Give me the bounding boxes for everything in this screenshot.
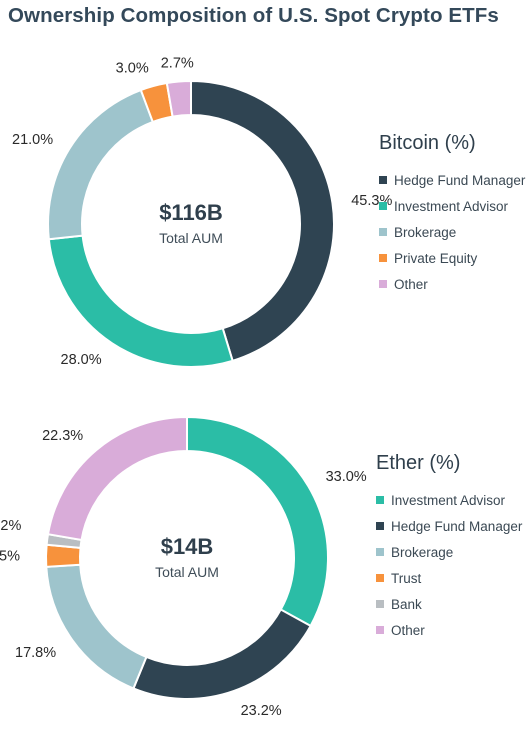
ether-legend-item-hedge-fund-manager: Hedge Fund Manager — [376, 513, 522, 539]
legend-swatch — [376, 574, 384, 582]
bitcoin-legend-item-private-equity: Private Equity — [379, 245, 525, 271]
bitcoin-slice-brokerage — [47, 88, 155, 241]
bitcoin-center-label: Total AUM — [159, 230, 223, 246]
legend-swatch — [376, 626, 384, 634]
legend-swatch — [379, 254, 387, 262]
ether-slice-brokerage — [45, 563, 148, 690]
legend-label: Trust — [391, 570, 422, 586]
chart-title: Ownership Composition of U.S. Spot Crypt… — [8, 4, 499, 27]
legend-swatch — [379, 228, 387, 236]
ether-center-value: $14B — [161, 534, 214, 559]
ether-pct-label-investment-advisor: 33.0% — [326, 469, 367, 485]
legend-label: Brokerage — [394, 224, 457, 240]
ether-legend-item-other: Other — [376, 617, 522, 643]
legend-swatch — [376, 600, 384, 608]
ether-pct-label-trust: 2.5% — [0, 548, 20, 564]
ether-slice-hedge-fund-manager — [132, 608, 312, 700]
ether-slice-investment-advisor — [186, 415, 329, 628]
ether-pct-label-bank: 1.2% — [0, 518, 21, 534]
ether-legend-item-investment-advisor: Investment Advisor — [376, 487, 522, 513]
legend-swatch — [376, 548, 384, 556]
legend-swatch — [376, 496, 384, 504]
legend-label: Other — [394, 276, 428, 292]
bitcoin-slice-hedge-fund-manager — [190, 79, 335, 363]
bitcoin-pct-label-brokerage: 21.0% — [12, 132, 53, 148]
bitcoin-pct-label-private-equity: 3.0% — [116, 61, 149, 77]
ether-legend-item-brokerage: Brokerage — [376, 539, 522, 565]
bitcoin-legend-title: Bitcoin (%) — [379, 132, 476, 154]
bitcoin-pct-label-other: 2.7% — [161, 56, 194, 72]
ether-center-label: Total AUM — [155, 564, 219, 580]
legend-label: Investment Advisor — [391, 492, 506, 508]
legend-label: Bank — [391, 596, 422, 612]
ether-pct-label-hedge-fund-manager: 23.2% — [241, 703, 282, 719]
bitcoin-slice-other — [165, 79, 192, 118]
ether-slice-other — [46, 415, 188, 542]
ether-pct-label-other: 22.3% — [42, 428, 83, 444]
bitcoin-legend-item-brokerage: Brokerage — [379, 219, 525, 245]
bitcoin-legend-item-other: Other — [379, 271, 525, 297]
bitcoin-pct-label-investment-advisor: 28.0% — [61, 352, 102, 368]
bitcoin-center-value: $116B — [159, 200, 223, 225]
legend-label: Other — [391, 622, 425, 638]
bitcoin-legend-item-investment-advisor: Investment Advisor — [379, 193, 525, 219]
ether-pct-label-brokerage: 17.8% — [15, 645, 56, 661]
bitcoin-legend-item-hedge-fund-manager: Hedge Fund Manager — [379, 167, 525, 193]
ether-legend: Ether (%) Investment Advisor Hedge Fund M… — [376, 452, 522, 643]
legend-label: Brokerage — [391, 544, 454, 560]
legend-swatch — [379, 176, 387, 184]
ether-legend-item-trust: Trust — [376, 565, 522, 591]
ether-legend-item-bank: Bank — [376, 591, 522, 617]
ether-legend-title: Ether (%) — [376, 452, 461, 474]
legend-label: Hedge Fund Manager — [394, 172, 526, 188]
bitcoin-slice-investment-advisor — [47, 234, 234, 368]
legend-label: Investment Advisor — [394, 198, 509, 214]
legend-swatch — [379, 202, 387, 210]
legend-swatch — [376, 522, 384, 530]
legend-swatch — [379, 280, 387, 288]
legend-label: Private Equity — [394, 250, 478, 266]
legend-label: Hedge Fund Manager — [391, 518, 523, 534]
ether-donut-chart: 33.0% 23.2% 17.8% 2.5% 1.2% 22.3% $14B Total AU… — [0, 415, 367, 719]
bitcoin-legend: Bitcoin (%) Hedge Fund Manager Investment… — [379, 132, 525, 297]
